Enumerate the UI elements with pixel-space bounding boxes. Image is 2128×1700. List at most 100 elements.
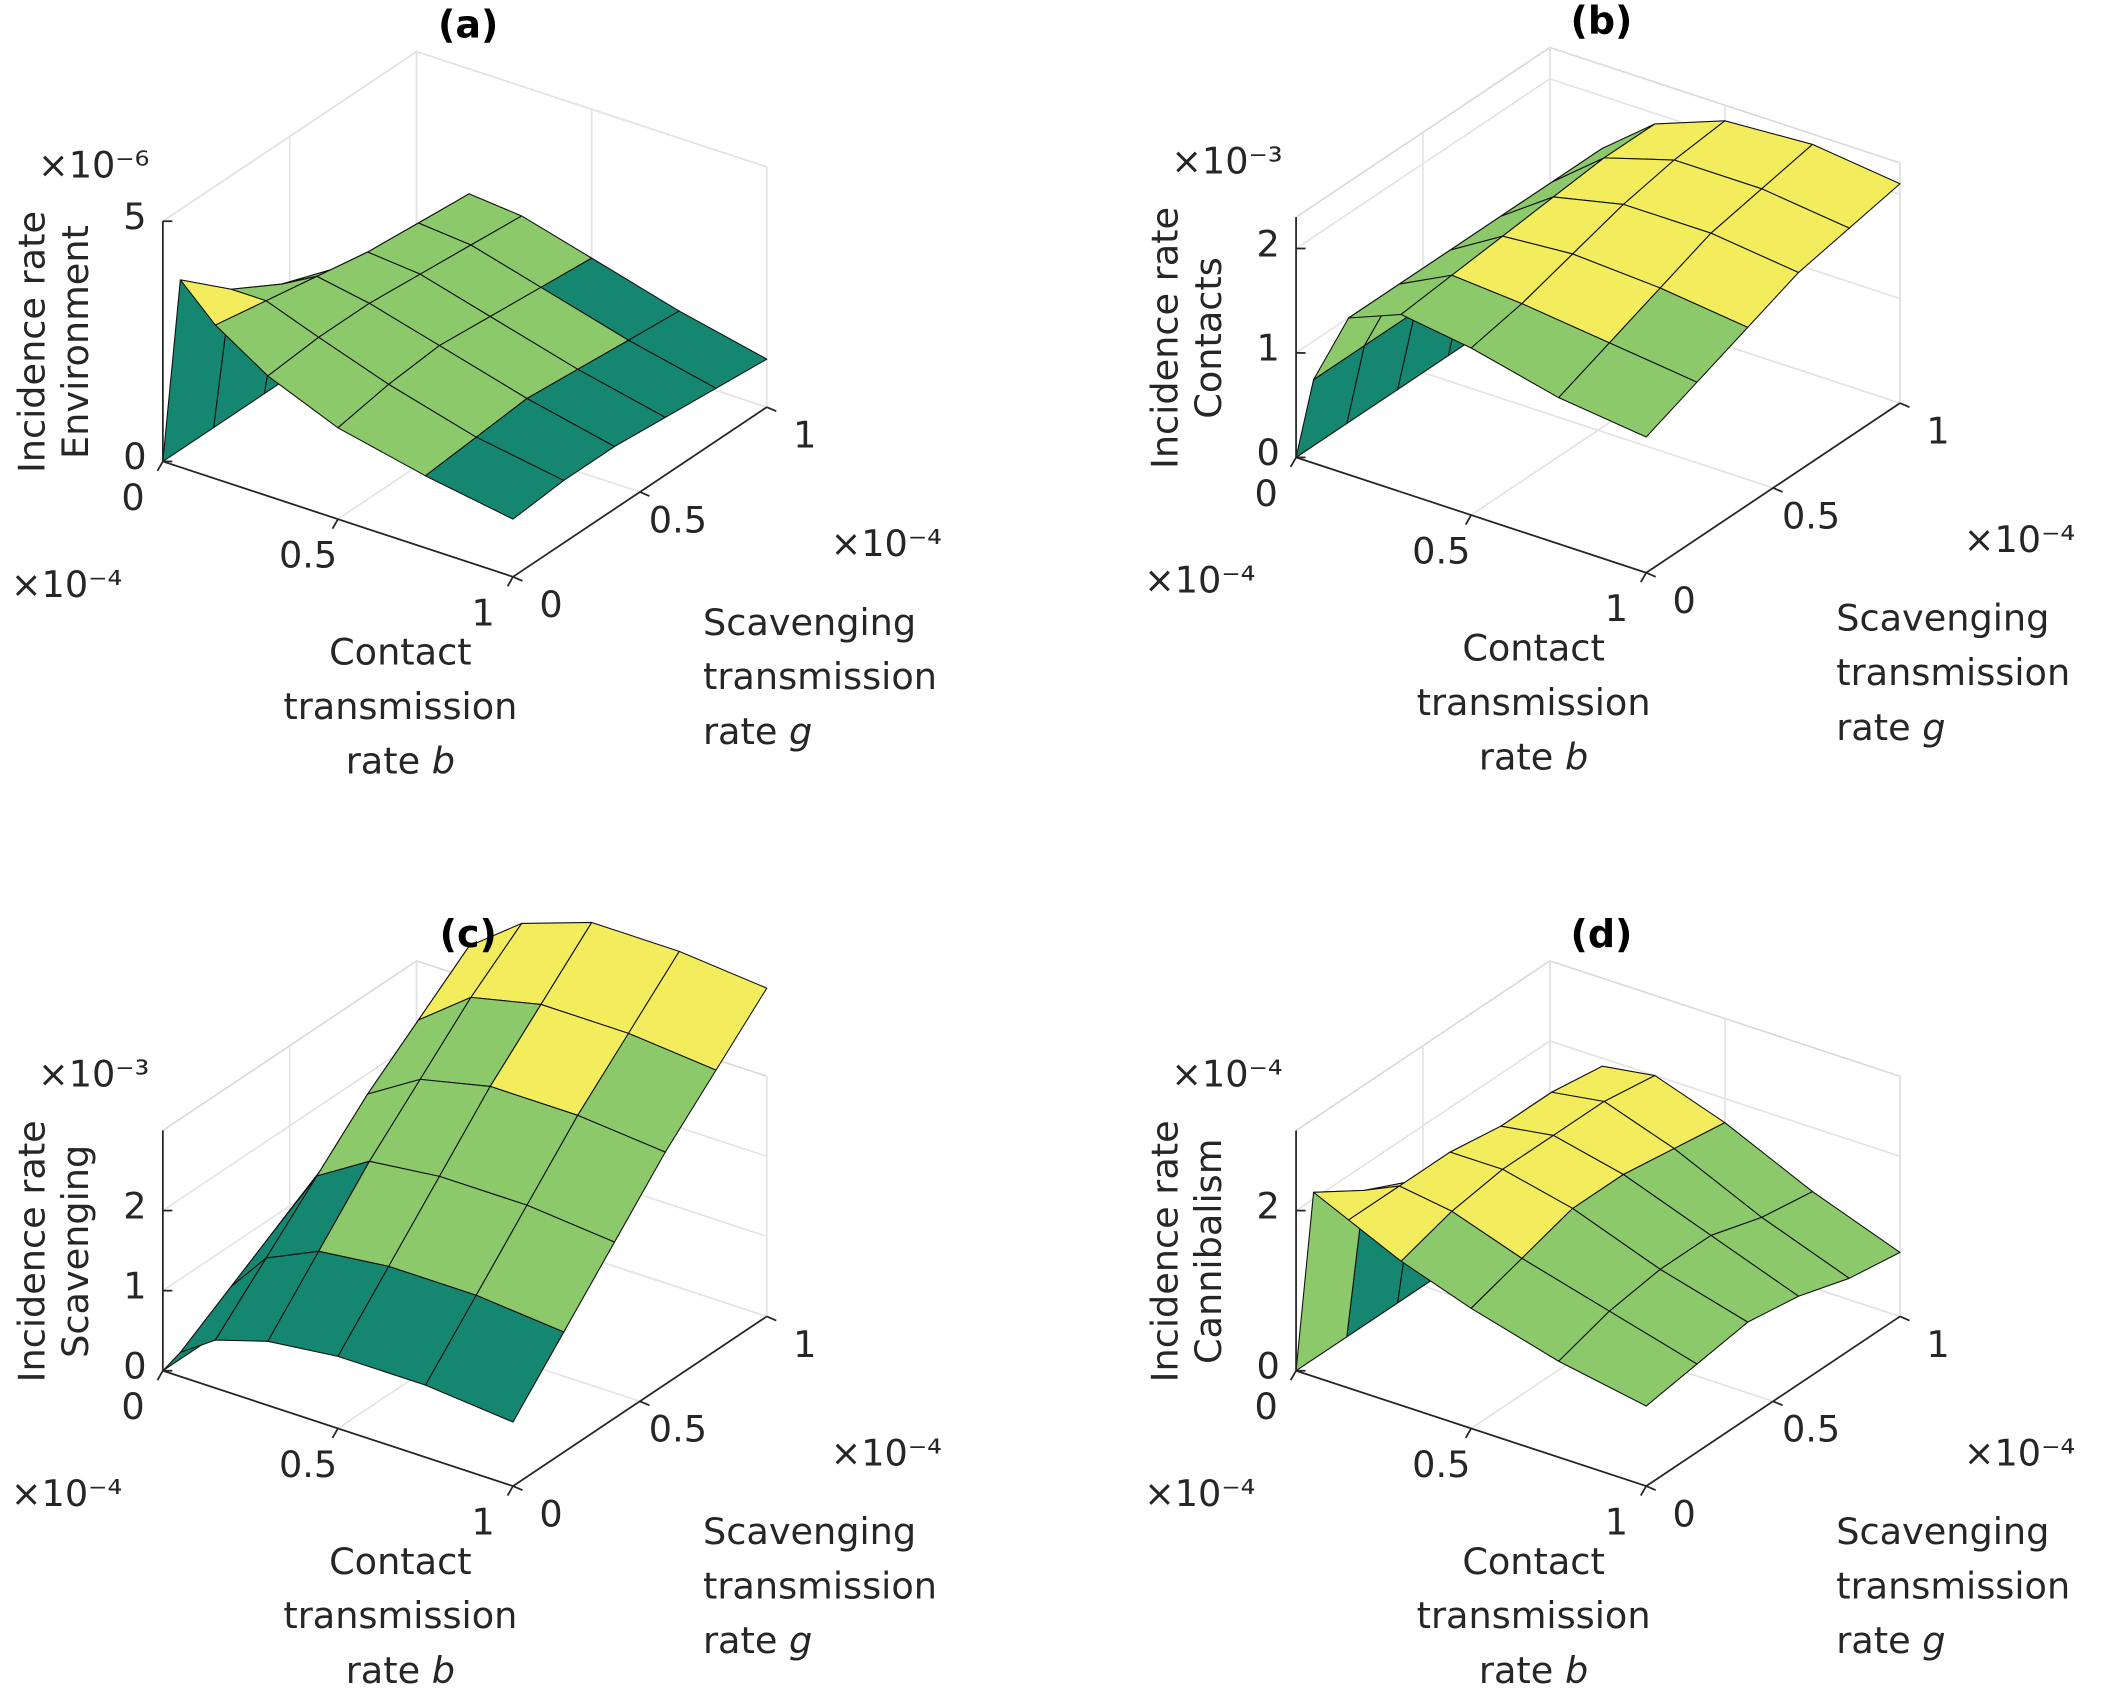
x-tick-label: 0 bbox=[121, 476, 144, 519]
x-tick-label: 1 bbox=[471, 591, 494, 634]
y-axis-label: Scavenging bbox=[703, 1510, 916, 1553]
x-tick bbox=[1289, 1370, 1297, 1381]
z-scale-label: ×10⁻³ bbox=[38, 1053, 149, 1096]
x-tick-label: 0 bbox=[1255, 1385, 1278, 1428]
z-axis-label: Incidence rate bbox=[10, 1120, 53, 1382]
y-scale-label: ×10⁻⁴ bbox=[831, 522, 942, 565]
x-axis-label: transmission bbox=[283, 1594, 517, 1637]
x-axis-label: rate b bbox=[346, 1649, 455, 1692]
z-axis-label: Cannibalism bbox=[1187, 1139, 1230, 1364]
y-tick-label: 1 bbox=[1926, 1323, 1949, 1366]
chart-title: (c) bbox=[440, 912, 497, 956]
y-tick bbox=[1772, 1400, 1783, 1407]
y-tick bbox=[1899, 1315, 1910, 1322]
surface-facet bbox=[1558, 1310, 1698, 1407]
x-tick-label: 0.5 bbox=[1412, 530, 1470, 573]
panel: 0 0.5 1 0 0.5 1 0 2 ×10⁻⁴ ×10⁻⁴ ×10⁻⁴ Contact transm… bbox=[1144, 912, 2075, 1692]
y-tick bbox=[512, 575, 523, 582]
x-scale-label: ×10⁻⁴ bbox=[1144, 1472, 1255, 1515]
x-tick bbox=[1464, 1427, 1472, 1439]
x-tick-label: 1 bbox=[471, 1501, 494, 1544]
z-tick-label: 1 bbox=[123, 1264, 146, 1307]
y-tick bbox=[766, 1315, 777, 1322]
panel: 0 0.5 1 0 0.5 1 0 5 ×10⁻⁶ ×10⁻⁴ ×10⁻⁴ Contact transm… bbox=[10, 3, 941, 783]
y-axis-label: transmission bbox=[1836, 1564, 2070, 1607]
x-scale-label: ×10⁻⁴ bbox=[11, 563, 122, 606]
z-tick-label: 0 bbox=[123, 435, 146, 478]
y-tick bbox=[1645, 1485, 1657, 1491]
x-tick bbox=[1464, 514, 1472, 525]
y-tick-label: 0 bbox=[539, 583, 562, 626]
y-axis-label: Scavenging bbox=[703, 601, 916, 644]
axis-line bbox=[1295, 456, 1647, 574]
x-axis-label: transmission bbox=[1417, 1594, 1651, 1637]
y-tick-label: 0 bbox=[1673, 1492, 1696, 1535]
surface-facet bbox=[424, 436, 565, 520]
x-axis-label: Contact bbox=[1462, 1540, 1605, 1583]
z-scale-label: ×10⁻⁴ bbox=[1171, 1053, 1282, 1096]
y-scale-label: ×10⁻⁴ bbox=[831, 1431, 942, 1474]
surface-facet bbox=[424, 1294, 565, 1423]
x-axis-label: transmission bbox=[1417, 681, 1651, 724]
x-tick-label: 0 bbox=[1255, 472, 1278, 515]
x-axis-label: Contact bbox=[329, 631, 472, 674]
x-tick bbox=[156, 461, 164, 472]
y-axis-label: rate g bbox=[703, 1619, 812, 1662]
x-axis-label: rate b bbox=[346, 739, 455, 782]
grid-line bbox=[1295, 1040, 1901, 1212]
y-tick-label: 0.5 bbox=[649, 1408, 707, 1451]
panel: 0 0.5 1 0 0.5 1 0 1 2 ×10⁻³ ×10⁻⁴ ×10⁻⁴ Contact trans… bbox=[1144, 0, 2075, 778]
x-axis-label: Contact bbox=[329, 1540, 472, 1583]
surface-facet bbox=[1558, 342, 1698, 438]
x-axis-label: transmission bbox=[283, 685, 517, 728]
z-tick-label: 0 bbox=[1256, 1345, 1279, 1388]
y-tick-label: 0.5 bbox=[649, 498, 707, 541]
y-tick-label: 1 bbox=[793, 414, 816, 457]
z-axis-label: Environment bbox=[54, 225, 97, 459]
y-axis-label: rate g bbox=[1836, 705, 1945, 748]
z-tick-label: 5 bbox=[123, 195, 146, 238]
x-tick bbox=[156, 1370, 164, 1381]
z-scale-label: ×10⁻⁶ bbox=[38, 143, 149, 186]
y-tick bbox=[1645, 571, 1657, 578]
x-tick bbox=[331, 518, 339, 530]
x-scale-label: ×10⁻⁴ bbox=[1144, 559, 1255, 602]
y-axis-label: transmission bbox=[703, 1564, 937, 1607]
z-tick-label: 0 bbox=[123, 1345, 146, 1388]
z-axis-label: Incidence rate bbox=[1144, 207, 1187, 469]
z-axis-label: Contacts bbox=[1187, 257, 1230, 419]
z-tick-label: 2 bbox=[1256, 1184, 1279, 1227]
x-tick bbox=[331, 1427, 339, 1439]
y-scale-label: ×10⁻⁴ bbox=[1964, 1431, 2075, 1474]
z-tick-label: 2 bbox=[1256, 222, 1279, 265]
y-tick bbox=[766, 406, 777, 413]
y-axis-label: Scavenging bbox=[1836, 1510, 2049, 1553]
x-axis-label: rate b bbox=[1479, 1649, 1588, 1692]
y-tick-label: 0 bbox=[539, 1492, 562, 1535]
y-tick bbox=[1899, 402, 1910, 408]
y-tick bbox=[512, 1485, 523, 1491]
x-tick bbox=[1640, 1485, 1647, 1497]
x-tick bbox=[1640, 572, 1647, 583]
z-tick-label: 2 bbox=[123, 1184, 146, 1227]
x-scale-label: ×10⁻⁴ bbox=[11, 1472, 122, 1515]
y-axis-label: transmission bbox=[703, 655, 937, 698]
x-tick bbox=[506, 576, 514, 587]
z-tick-label: 0 bbox=[1256, 431, 1279, 474]
panel: 0 0.5 1 0 0.5 1 0 1 2 ×10⁻³ ×10⁻⁴ ×10⁻⁴ Contact trans… bbox=[10, 912, 941, 1692]
y-scale-label: ×10⁻⁴ bbox=[1964, 518, 2075, 561]
x-tick-label: 0 bbox=[121, 1385, 144, 1428]
y-tick bbox=[639, 1400, 650, 1407]
z-axis-label: Incidence rate bbox=[10, 211, 53, 473]
x-tick-label: 0.5 bbox=[279, 1443, 337, 1486]
x-tick-label: 0.5 bbox=[1412, 1443, 1470, 1486]
z-tick-label: 1 bbox=[1256, 327, 1279, 370]
x-tick bbox=[506, 1485, 514, 1497]
x-tick-label: 0.5 bbox=[279, 534, 337, 577]
y-tick-label: 1 bbox=[1926, 409, 1949, 452]
y-axis-label: rate g bbox=[1836, 1619, 1945, 1662]
y-tick-label: 0.5 bbox=[1782, 1408, 1840, 1451]
y-axis-label: Scavenging bbox=[1836, 597, 2049, 640]
y-axis-label: transmission bbox=[1836, 651, 2070, 694]
